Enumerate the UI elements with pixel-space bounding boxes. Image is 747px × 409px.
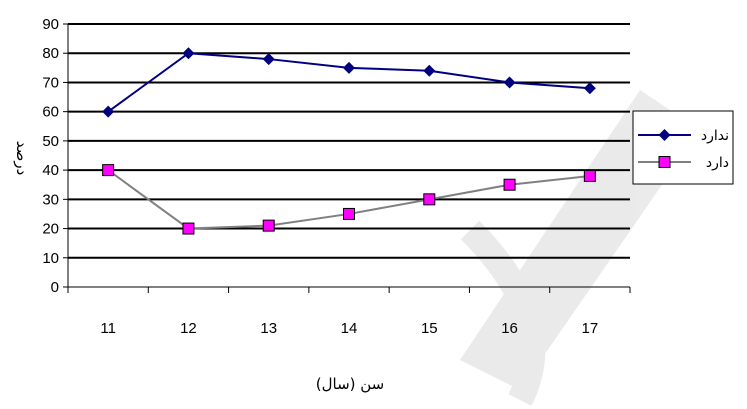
data-point — [102, 164, 115, 177]
series-layer — [102, 47, 596, 235]
series-0 — [102, 47, 596, 118]
x-tick-label: 14 — [341, 320, 358, 337]
data-point — [343, 61, 355, 74]
data-point — [182, 47, 195, 60]
data-point — [503, 178, 516, 191]
legend-box — [632, 110, 734, 185]
y-tick-label: 50 — [42, 133, 59, 150]
x-axis-label: سن (سال) — [316, 375, 385, 393]
legend-marker — [658, 129, 671, 141]
y-tick-label: 60 — [42, 104, 59, 121]
x-tick-label: 17 — [582, 320, 599, 337]
y-tick-label: 30 — [42, 191, 59, 208]
legend-label: ندارد — [701, 128, 729, 144]
grid-lines — [68, 23, 630, 259]
series-1 — [102, 164, 596, 235]
x-tick-label: 16 — [501, 320, 518, 337]
y-tick-label: 0 — [51, 279, 59, 296]
data-point — [583, 82, 596, 95]
data-point — [102, 105, 115, 118]
y-tick-label: 20 — [42, 221, 59, 238]
axes — [63, 23, 631, 293]
legend: ندارد دارد — [632, 110, 734, 185]
y-tick-label: 90 — [42, 16, 59, 33]
data-point — [262, 219, 275, 232]
x-tick-label: 15 — [421, 320, 438, 337]
data-point — [583, 169, 596, 182]
x-tick-label: 12 — [180, 320, 197, 337]
data-point — [343, 207, 355, 220]
y-axis-label: درصد — [13, 141, 31, 176]
y-tick-label: 40 — [42, 162, 59, 179]
y-tick-label: 10 — [42, 250, 59, 267]
data-point — [503, 76, 516, 89]
y-tick-labels: 0 10 20 30 40 50 60 70 80 90 — [42, 16, 59, 296]
x-tick-label: 13 — [260, 320, 277, 337]
data-point — [182, 222, 195, 235]
data-point — [423, 193, 436, 206]
data-point — [262, 53, 275, 66]
x-tick-labels: 11 12 13 14 15 16 17 — [100, 320, 598, 337]
legend-marker — [658, 156, 671, 168]
data-point — [423, 64, 436, 77]
x-tick-label: 11 — [100, 320, 116, 337]
legend-label: دارد — [706, 155, 729, 171]
y-tick-label: 80 — [42, 45, 59, 62]
y-tick-label: 70 — [42, 74, 59, 91]
